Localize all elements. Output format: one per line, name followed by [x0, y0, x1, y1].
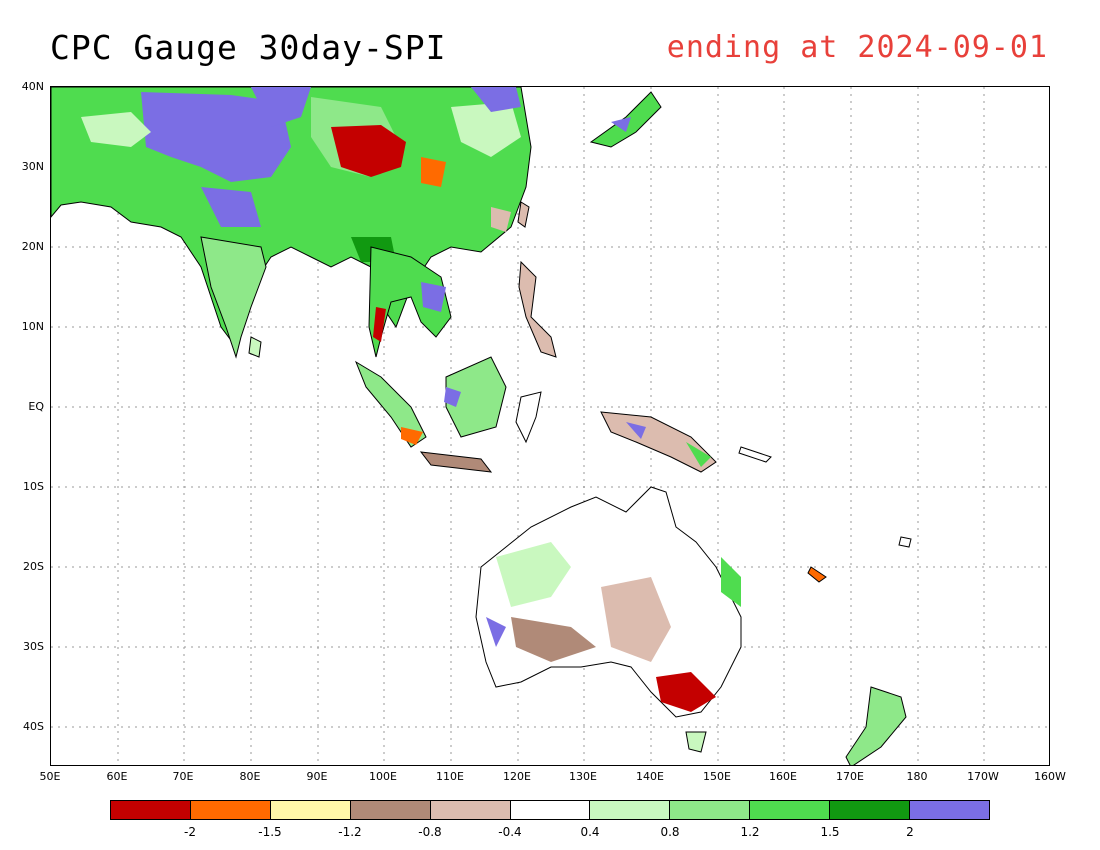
- map-subtitle: ending at 2024-09-01: [666, 30, 1048, 65]
- lon-label-100e: 100E: [369, 770, 397, 783]
- legend-swatch: [670, 801, 751, 819]
- legend-swatch: [830, 801, 911, 819]
- legend-level-label: -1.5: [258, 825, 282, 839]
- sulawesi-shape: [515, 391, 542, 444]
- fiji-shape: [898, 536, 912, 548]
- lon-label-160e: 160E: [769, 770, 797, 783]
- lat-label-20n: 20N: [21, 240, 44, 253]
- lon-label-130e: 130E: [569, 770, 597, 783]
- java-shape: [419, 451, 493, 473]
- legend-swatch: [910, 801, 989, 819]
- lon-label-170e: 170E: [836, 770, 864, 783]
- lat-label-30s: 30S: [23, 640, 44, 653]
- legend-level-label: -0.4: [498, 825, 522, 839]
- map-svg: [51, 87, 1049, 765]
- legend-swatch: [111, 801, 191, 819]
- legend-level-label: -1.2: [338, 825, 362, 839]
- legend-swatch: [590, 801, 671, 819]
- lon-label-60e: 60E: [106, 770, 128, 783]
- lat-label-eq: EQ: [28, 400, 44, 413]
- asia-region: [51, 87, 532, 349]
- new-guinea-shape: [600, 411, 717, 473]
- legend-swatch: [750, 801, 831, 819]
- lon-label-90e: 90E: [306, 770, 328, 783]
- lat-label-40n: 40N: [21, 80, 44, 93]
- legend-swatch: [190, 801, 271, 819]
- new-caledonia-shape: [807, 566, 827, 583]
- lon-label-160w: 160W: [1034, 770, 1066, 783]
- tasmania-shape: [685, 731, 707, 753]
- lat-label-30n: 30N: [21, 160, 44, 173]
- legend-level-label: 1.5: [820, 825, 840, 839]
- borneo-shape: [445, 356, 507, 438]
- new-zealand-shape: [845, 686, 907, 765]
- legend-level-label: 1.2: [740, 825, 760, 839]
- australia-region: [475, 486, 742, 718]
- lon-label-50e: 50E: [39, 770, 61, 783]
- legend-level-label: 2: [906, 825, 914, 839]
- legend-colorbar: [110, 800, 990, 820]
- legend-level-label: -2: [184, 825, 196, 839]
- sri-lanka-shape: [248, 336, 262, 358]
- lat-label-40s: 40S: [23, 720, 44, 733]
- lon-label-170w: 170W: [967, 770, 999, 783]
- lat-label-20s: 20S: [23, 560, 44, 573]
- lon-label-140e: 140E: [636, 770, 664, 783]
- legend-swatch: [350, 801, 431, 819]
- legend-swatch: [510, 801, 591, 819]
- lon-label-110e: 110E: [436, 770, 464, 783]
- legend-swatch: [270, 801, 351, 819]
- legend-level-label: 0.4: [580, 825, 600, 839]
- lon-label-80e: 80E: [239, 770, 261, 783]
- taiwan-shape: [517, 201, 530, 228]
- lat-label-10s: 10S: [23, 480, 44, 493]
- legend-level-label: -0.8: [418, 825, 442, 839]
- map-panel: [50, 86, 1050, 766]
- lon-label-150e: 150E: [703, 770, 731, 783]
- legend-swatch: [430, 801, 511, 819]
- lon-label-120e: 120E: [503, 770, 531, 783]
- india-region: [200, 236, 267, 359]
- indochina-region: [368, 246, 452, 358]
- map-title: CPC Gauge 30day-SPI: [50, 28, 447, 67]
- lat-label-10n: 10N: [21, 320, 44, 333]
- legend-level-label: 0.8: [660, 825, 680, 839]
- lon-label-70e: 70E: [172, 770, 194, 783]
- lon-label-180: 180: [906, 770, 928, 783]
- sumatra-shape: [354, 360, 427, 448]
- philippines-shape: [518, 260, 557, 358]
- solomon-islands-shape: [738, 446, 772, 463]
